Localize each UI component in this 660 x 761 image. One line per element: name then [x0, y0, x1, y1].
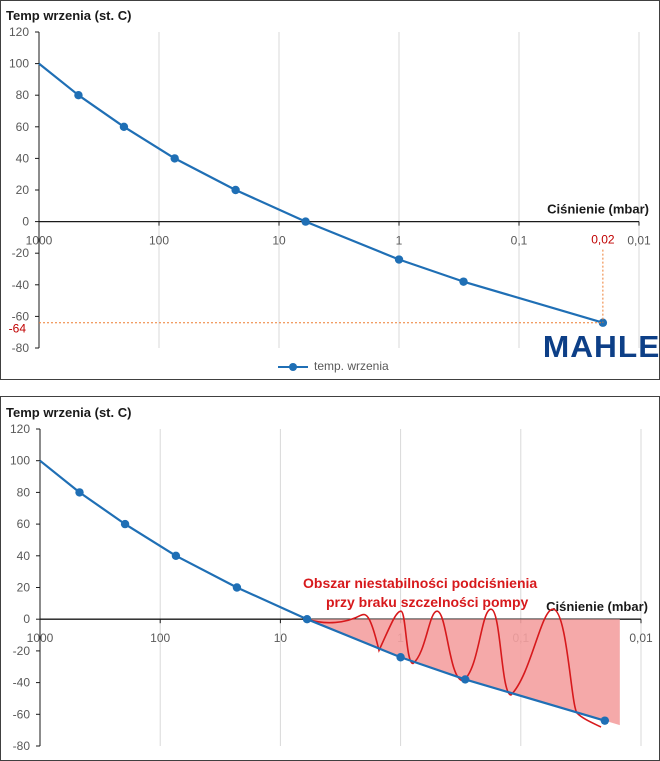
x-tick-label: 0,01 [627, 234, 651, 248]
legend-label: temp. wrzenia [314, 359, 389, 373]
x-tick-label: 1 [396, 234, 403, 248]
x-tick-label: 10 [274, 631, 288, 645]
data-point [75, 488, 84, 497]
data-point [232, 583, 242, 592]
chart-bottom: 120100806040200-20-40-60-8010001001010,1… [10, 422, 653, 753]
chart-top: 120 100 80 60 40 20 0 -20 -40 -60 -80 1000 100 10 1 0,1… [9, 25, 651, 355]
y-tick-label: -20 [13, 644, 31, 658]
x-tick-label: 0,1 [511, 234, 528, 248]
legend: temp. wrzenia [278, 359, 389, 373]
y-tick-label: 20 [16, 183, 30, 197]
series-line [38, 62, 604, 324]
y-tick-label: 40 [17, 549, 31, 563]
instability-annotation-line1: Obszar niestabilności podciśnienia [303, 575, 538, 591]
y-tick-label: -20 [12, 246, 30, 260]
x-tick-label: 0,01 [629, 631, 653, 645]
y-tick-label: -40 [12, 278, 30, 292]
data-point [302, 615, 312, 624]
y-axis-title: Temp wrzenia (st. C) [6, 8, 132, 23]
y-tick-label: -60 [13, 707, 31, 721]
data-point [394, 255, 404, 264]
data-point [600, 716, 610, 725]
x-tick-label: 100 [149, 234, 169, 248]
y-tick-label: 100 [10, 454, 30, 468]
data-point [396, 653, 405, 662]
chart-panel-top: 120 100 80 60 40 20 0 -20 -40 -60 -80 1000 100 10 1 0,1… [0, 0, 660, 380]
x-tick-label: 100 [150, 631, 170, 645]
y-tick-label: -80 [13, 739, 31, 753]
y-tick-label: 60 [17, 517, 31, 531]
y-tick-label: 0 [22, 215, 29, 229]
x-axis-title: Ciśnienie (mbar) [546, 599, 648, 614]
x-tick-label: 10 [272, 234, 286, 248]
data-point [120, 519, 130, 529]
y-tick-label: -40 [13, 676, 31, 690]
y-tick-label: 60 [16, 120, 30, 134]
y-tick-label: 0 [23, 612, 30, 626]
chart-panel-bottom: 120100806040200-20-40-60-8010001001010,1… [0, 396, 660, 761]
y-tick-label: -80 [12, 341, 30, 355]
y-tick-label: 100 [9, 57, 29, 71]
data-point [301, 217, 310, 226]
y-tick-label: 40 [16, 151, 30, 165]
data-point [459, 277, 468, 286]
x-tick-label: 1000 [27, 631, 54, 645]
data-point [461, 675, 470, 684]
y-axis-title-2: Temp wrzenia (st. C) [6, 405, 132, 420]
y-tick-label: 120 [10, 422, 30, 436]
y-tick-label: 20 [17, 581, 31, 595]
x-axis-title: Ciśnienie (mbar) [547, 202, 649, 217]
x-value-annotation: 0,02 [591, 233, 615, 247]
y-tick-label: 80 [16, 88, 30, 102]
data-point [119, 122, 129, 131]
data-point [231, 185, 240, 195]
y-tick-label: -60 [12, 309, 30, 323]
y-tick-label: 80 [17, 485, 31, 499]
data-point [171, 551, 181, 560]
y-tick-label: 120 [9, 25, 29, 39]
data-point [74, 91, 83, 100]
mahle-logo: MAHLE [542, 329, 660, 364]
data-point [170, 154, 179, 163]
y-value-annotation: -64 [9, 322, 27, 336]
instability-region [307, 619, 620, 726]
instability-annotation-line2: przy braku szczelności pompy [326, 594, 529, 610]
x-tick-label: 1000 [26, 234, 53, 248]
legend-swatch [278, 361, 308, 373]
